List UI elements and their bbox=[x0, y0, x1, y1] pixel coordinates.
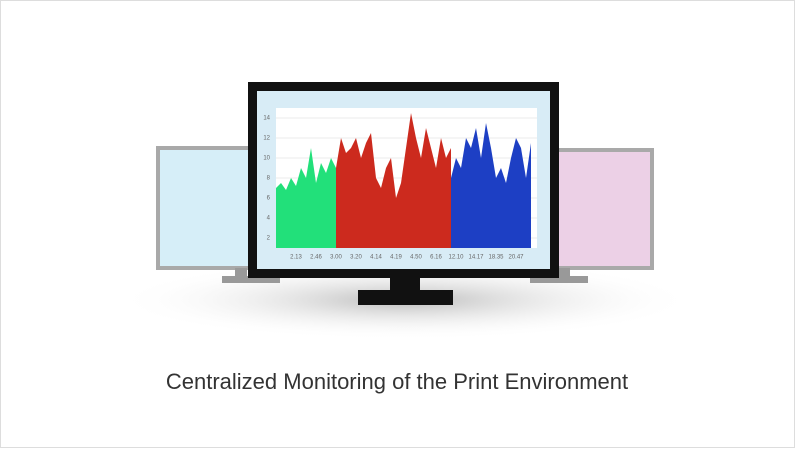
y-tick-label: 6 bbox=[267, 196, 271, 202]
x-tick-label: 4.14 bbox=[370, 255, 382, 261]
caption: Centralized Monitoring of the Print Envi… bbox=[166, 369, 628, 394]
y-tick-label: 4 bbox=[267, 216, 271, 222]
y-tick-label: 14 bbox=[263, 116, 270, 122]
center-stand bbox=[390, 276, 420, 292]
x-tick-label: 14.17 bbox=[468, 255, 484, 261]
y-tick-label: 2 bbox=[267, 236, 271, 242]
x-tick-label: 2.46 bbox=[310, 255, 322, 261]
left-monitor bbox=[156, 146, 256, 270]
x-tick-label: 20.47 bbox=[508, 255, 524, 261]
area bbox=[336, 113, 451, 248]
x-tick-label: 3.20 bbox=[350, 255, 362, 261]
x-tick-label: 2.13 bbox=[290, 255, 302, 261]
right-base bbox=[530, 276, 588, 283]
right-monitor bbox=[554, 148, 654, 270]
x-tick-label: 4.50 bbox=[410, 255, 422, 261]
left-stand bbox=[235, 268, 247, 276]
y-tick-label: 12 bbox=[263, 136, 270, 142]
area bbox=[451, 123, 531, 248]
y-tick-label: 8 bbox=[267, 176, 271, 182]
x-tick-label: 3.00 bbox=[330, 255, 342, 261]
y-tick-label: 10 bbox=[263, 156, 270, 162]
center-base bbox=[358, 290, 453, 305]
right-stand bbox=[558, 268, 570, 276]
x-tick-label: 4.19 bbox=[390, 255, 402, 261]
x-tick-label: 18.35 bbox=[488, 255, 504, 261]
chart: 2 4 6 8 10 12 14 2.13 2.46 3.00 3.20 4.14 4.19 4.50 6.… bbox=[263, 113, 537, 261]
x-tick-label: 12.10 bbox=[448, 255, 464, 261]
x-tick-label: 6.16 bbox=[430, 255, 442, 261]
area bbox=[276, 148, 336, 248]
left-base bbox=[222, 276, 280, 283]
